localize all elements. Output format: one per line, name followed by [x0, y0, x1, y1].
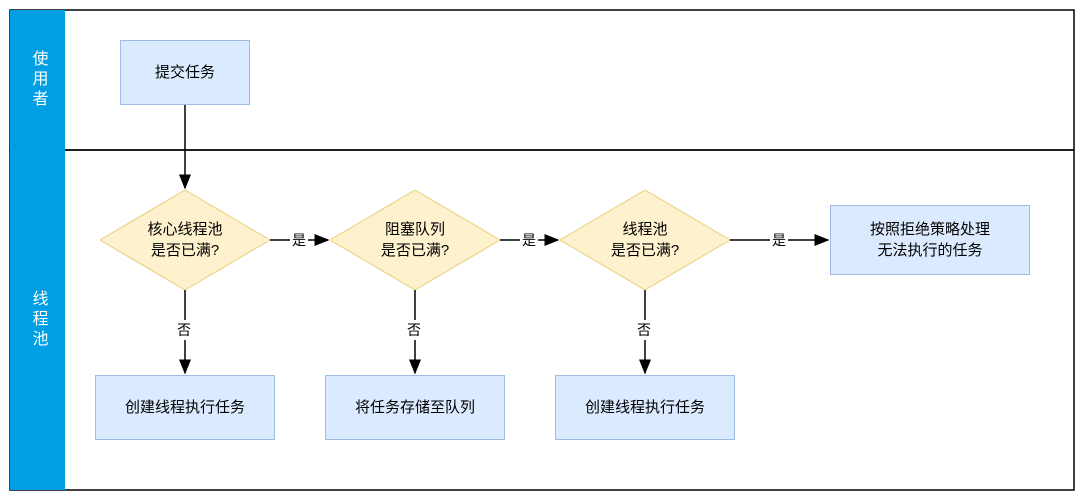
node-queue-full: 阻塞队列 是否已满? [330, 190, 500, 290]
node-pool-full: 线程池 是否已满? [560, 190, 730, 290]
node-core-full-label: 核心线程池 是否已满? [147, 219, 222, 261]
node-store-label: 将任务存储至队列 [355, 397, 475, 418]
node-create-thread-1: 创建线程执行任务 [95, 375, 275, 440]
swimlane-user-text: 使用者 [26, 50, 50, 110]
node-create1-label: 创建线程执行任务 [125, 397, 245, 418]
node-core-full: 核心线程池 是否已满? [100, 190, 270, 290]
node-queue-full-label: 阻塞队列 是否已满? [381, 219, 449, 261]
edge-label-yes-1: 是 [290, 230, 308, 250]
swimlane-pool-text: 线程池 [26, 290, 50, 350]
node-pool-full-label: 线程池 是否已满? [611, 219, 679, 261]
node-submit-label: 提交任务 [155, 62, 215, 83]
node-submit-task: 提交任务 [120, 40, 250, 105]
flowchart-diagram: 使用者 线程池 提交任务 核心线程池 是否已满? 阻塞队列 是否已满? 线程池 … [0, 0, 1084, 500]
node-store-queue: 将任务存储至队列 [325, 375, 505, 440]
edge-label-no-3: 否 [635, 320, 653, 340]
node-create-thread-2: 创建线程执行任务 [555, 375, 735, 440]
node-create2-label: 创建线程执行任务 [585, 397, 705, 418]
node-reject-label: 按照拒绝策略处理 无法执行的任务 [870, 219, 990, 261]
swimlane-label-user: 使用者 [10, 10, 65, 150]
node-reject-policy: 按照拒绝策略处理 无法执行的任务 [830, 205, 1030, 275]
swimlane-label-pool: 线程池 [10, 150, 65, 490]
edge-label-no-2: 否 [405, 320, 423, 340]
edge-label-yes-3: 是 [770, 230, 788, 250]
edge-label-yes-2: 是 [520, 230, 538, 250]
edge-label-no-1: 否 [175, 320, 193, 340]
